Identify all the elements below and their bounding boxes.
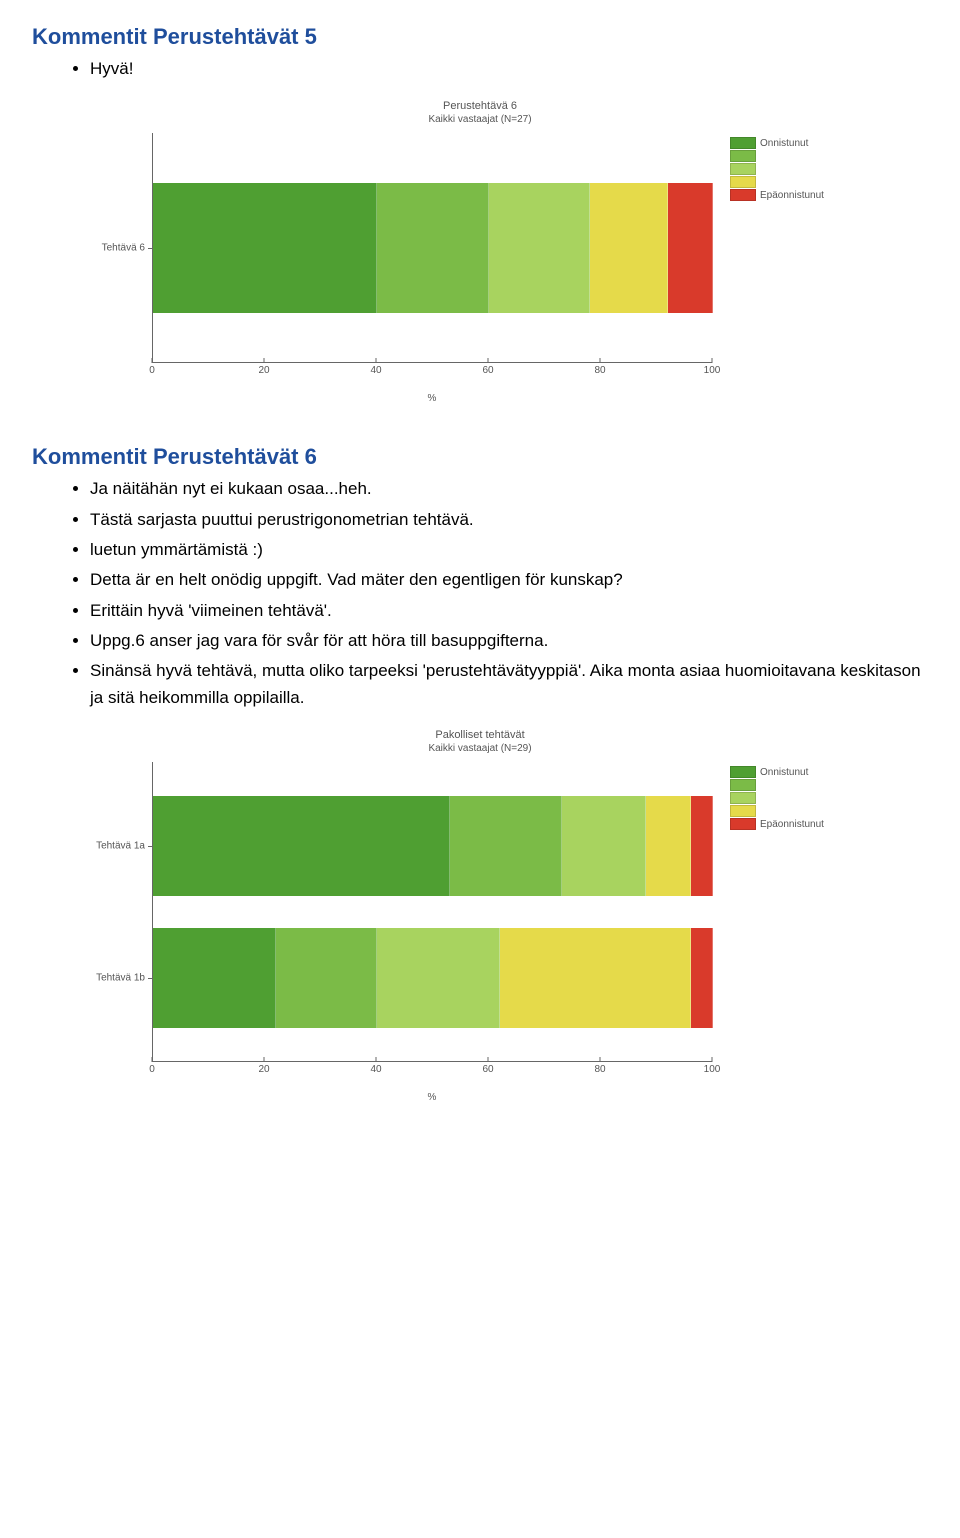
bar-segment [377, 928, 500, 1028]
x-tick-label: 40 [370, 1064, 381, 1075]
x-axis: 020406080100 [152, 363, 712, 391]
bar-segment [691, 796, 713, 896]
bar-segment [489, 183, 590, 313]
legend-item [730, 805, 880, 817]
bar-segment [450, 796, 562, 896]
legend-item: Onnistunut [730, 766, 880, 778]
y-axis-label: Tehtävä 6 [75, 243, 145, 254]
x-tick-mark [712, 358, 713, 363]
y-axis-label: Tehtävä 1a [75, 841, 145, 852]
chart-perustehtava-6: Perustehtävä 6 Kaikki vastaajat (N=27) Teh… [80, 100, 880, 404]
x-tick-mark [264, 358, 265, 363]
x-axis-title: % [152, 393, 712, 404]
legend-swatch [730, 150, 756, 162]
x-tick-label: 0 [149, 1064, 155, 1075]
legend-item [730, 792, 880, 804]
chart-title: Pakolliset tehtävät [80, 729, 880, 741]
x-tick-label: 0 [149, 365, 155, 376]
chart-pakolliset-tehtavat: Pakolliset tehtävät Kaikki vastaajat (N=2… [80, 729, 880, 1103]
legend-label: Onnistunut [760, 767, 808, 778]
legend-swatch [730, 792, 756, 804]
bar-segment [646, 796, 691, 896]
chart-legend: Onnistunut Epäonnistunut [720, 133, 880, 202]
x-tick-mark [376, 1057, 377, 1062]
x-tick-mark [488, 1057, 489, 1062]
bar-segment [153, 796, 450, 896]
bullet-item: Ja näitähän nyt ei kukaan osaa...heh. [90, 476, 928, 502]
legend-item [730, 163, 880, 175]
x-tick-label: 80 [594, 1064, 605, 1075]
bullet-item: Hyvä! [90, 56, 928, 82]
bar-segment [153, 183, 377, 313]
x-tick-mark [264, 1057, 265, 1062]
x-tick-mark [488, 358, 489, 363]
legend-swatch [730, 805, 756, 817]
bar-segment [590, 183, 668, 313]
legend-label: Onnistunut [760, 138, 808, 149]
legend-item [730, 176, 880, 188]
chart-title: Perustehtävä 6 [80, 100, 880, 112]
legend-item: Epäonnistunut [730, 189, 880, 201]
heading-kommentit-6: Kommentit Perustehtävät 6 [32, 444, 928, 470]
x-tick-label: 60 [482, 365, 493, 376]
plot-area: Tehtävä 6 [152, 133, 712, 363]
bullet-item: luetun ymmärtämistä :) [90, 537, 928, 563]
x-tick-mark [600, 1057, 601, 1062]
x-tick-mark [152, 1057, 153, 1062]
legend-swatch [730, 189, 756, 201]
x-axis: 020406080100 [152, 1062, 712, 1090]
x-tick-label: 20 [258, 1064, 269, 1075]
legend-item: Epäonnistunut [730, 818, 880, 830]
bar-segment [500, 928, 690, 1028]
bar-segment [276, 928, 377, 1028]
chart-subtitle: Kaikki vastaajat (N=27) [80, 114, 880, 125]
bullet-item: Uppg.6 anser jag vara för svår för att h… [90, 628, 928, 654]
x-tick-label: 40 [370, 365, 381, 376]
x-tick-label: 100 [704, 1064, 721, 1075]
legend-item [730, 150, 880, 162]
x-axis-title: % [152, 1092, 712, 1103]
legend-label: Epäonnistunut [760, 190, 824, 201]
legend-swatch [730, 176, 756, 188]
x-tick-label: 20 [258, 365, 269, 376]
legend-item: Onnistunut [730, 137, 880, 149]
x-tick-label: 80 [594, 365, 605, 376]
x-tick-mark [152, 358, 153, 363]
legend-swatch [730, 779, 756, 791]
bullet-item: Tästä sarjasta puuttui perustrigonometri… [90, 507, 928, 533]
bullet-list-2: Ja näitähän nyt ei kukaan osaa...heh. Täs… [32, 476, 928, 711]
legend-swatch [730, 137, 756, 149]
legend-item [730, 779, 880, 791]
x-tick-mark [376, 358, 377, 363]
bullet-list-1: Hyvä! [32, 56, 928, 82]
x-tick-label: 60 [482, 1064, 493, 1075]
bullet-item: Sinänsä hyvä tehtävä, mutta oliko tarpee… [90, 658, 928, 711]
chart-legend: Onnistunut Epäonnistunut [720, 762, 880, 831]
bar-segment [691, 928, 713, 1028]
bullet-item: Detta är en helt onödig uppgift. Vad mät… [90, 567, 928, 593]
stacked-bar [153, 183, 713, 313]
heading-kommentit-5: Kommentit Perustehtävät 5 [32, 24, 928, 50]
x-tick-label: 100 [704, 365, 721, 376]
bullet-item: Erittäin hyvä 'viimeinen tehtävä'. [90, 598, 928, 624]
stacked-bar [153, 928, 713, 1028]
legend-swatch [730, 766, 756, 778]
legend-swatch [730, 818, 756, 830]
chart-subtitle: Kaikki vastaajat (N=29) [80, 743, 880, 754]
legend-label: Epäonnistunut [760, 819, 824, 830]
bar-segment [668, 183, 713, 313]
y-axis-label: Tehtävä 1b [75, 973, 145, 984]
bar-segment [562, 796, 646, 896]
legend-swatch [730, 163, 756, 175]
bar-segment [153, 928, 276, 1028]
bar-segment [377, 183, 489, 313]
plot-area: Tehtävä 1aTehtävä 1b [152, 762, 712, 1062]
x-tick-mark [712, 1057, 713, 1062]
x-tick-mark [600, 358, 601, 363]
stacked-bar [153, 796, 713, 896]
